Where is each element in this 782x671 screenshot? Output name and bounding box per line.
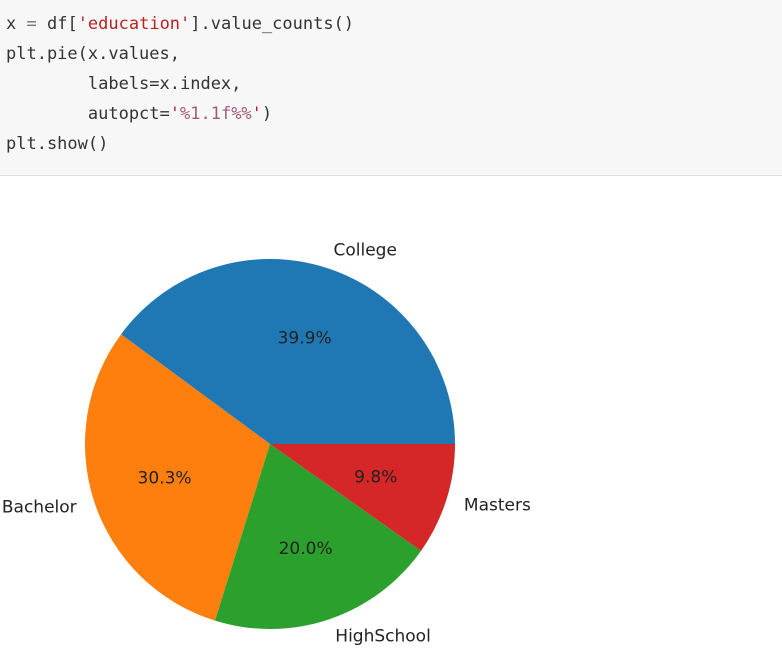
slice-label: Bachelor [2,497,77,517]
slice-label: HighSchool [335,627,431,647]
code-token: = [26,14,37,34]
pie-slice [270,444,455,551]
code-token: %1.1f%% [180,104,252,124]
code-token: ' [251,104,262,124]
code-line: plt.show() [6,129,782,159]
code-line: autopct='%1.1f%%') [6,99,782,129]
code-token: autopct= [6,104,170,124]
slice-percent: 20.0% [279,539,333,559]
code-token: ].value_counts() [190,14,355,34]
chart: College 39.9% Bachelor 30.3% HighSchool 20.0%… [2,241,531,647]
pie-slice [121,258,456,444]
slice-label: Masters [464,496,531,516]
code-line: labels=x.index, [6,69,782,99]
pie-slice [215,444,422,629]
code-token: plt.pie(x.values, [6,44,180,64]
code-line: plt.pie(x.values, [6,39,782,69]
slice-percent: 9.8% [354,468,397,488]
code-token: x [6,14,27,34]
code-token: ) [261,104,273,124]
code-token: ' [169,104,181,124]
code-line: x = df['education'].value_counts() [6,9,782,39]
code-cell[interactable]: x = df['education'].value_counts() plt.pi… [0,0,782,176]
code-token: df[ [36,14,78,34]
slice-percent: 39.9% [278,329,332,349]
code-token: 'education' [77,14,191,34]
code-token: labels=x.index, [6,74,242,94]
slice-percent: 30.3% [138,469,192,489]
pie-slice [84,334,270,621]
code-token: plt.show() [6,134,109,154]
slice-label: College [333,241,396,261]
